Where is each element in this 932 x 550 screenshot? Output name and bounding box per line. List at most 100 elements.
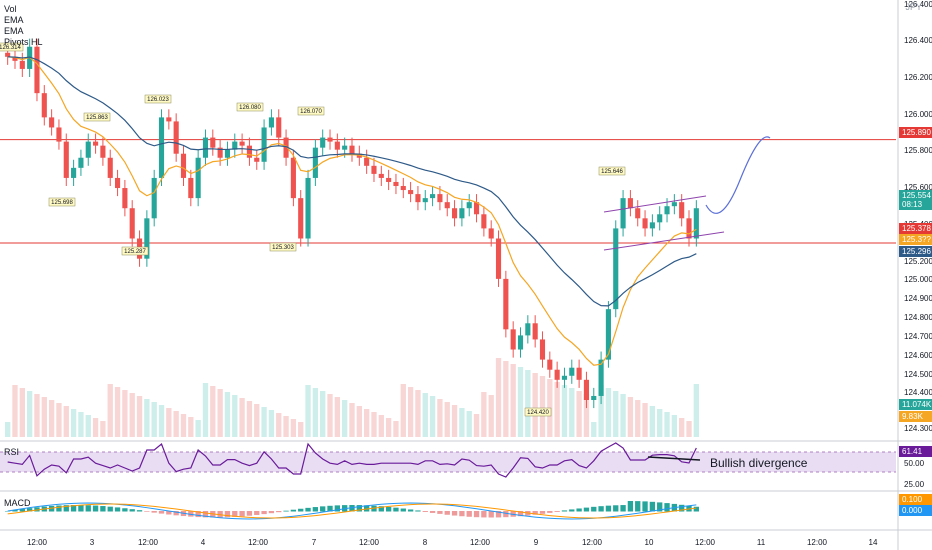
candle-body: [649, 222, 655, 229]
price-tag: [899, 411, 932, 422]
volume-bar: [591, 422, 597, 437]
macd-histogram-bar: [422, 511, 428, 512]
volume-bar: [488, 395, 494, 437]
candle-body: [122, 188, 128, 209]
legend-item-ema-fast[interactable]: EMA: [4, 15, 24, 25]
price-tag: [899, 127, 932, 138]
candle-body: [41, 93, 47, 118]
macd-histogram-bar: [635, 501, 641, 512]
price-tick-label: 126.200: [904, 73, 932, 82]
volume-bar: [444, 402, 450, 437]
macd-histogram-bar: [34, 507, 40, 512]
macd-histogram-bar: [693, 506, 699, 512]
candle-body: [466, 202, 472, 209]
macd-histogram-bar: [642, 501, 648, 512]
macd-histogram-bar: [444, 511, 450, 515]
volume-bar: [627, 397, 634, 437]
macd-histogram-bar: [48, 505, 55, 512]
macd-histogram-bar: [151, 511, 157, 513]
price-tick-label: 124.300: [904, 424, 932, 433]
candle-body: [627, 198, 633, 209]
macd-histogram-bar: [188, 511, 194, 517]
macd-histogram-bar: [466, 511, 472, 517]
macd-histogram-bar: [136, 510, 143, 512]
volume-bar: [261, 407, 267, 437]
volume-bar: [686, 421, 692, 437]
macd-histogram-bar: [664, 503, 670, 512]
rsi-panel-label: RSI: [4, 447, 20, 457]
volume-bar: [78, 412, 84, 437]
macd-histogram-bar: [63, 505, 69, 512]
volume-bar: [283, 416, 289, 437]
legend-item-vol[interactable]: Vol: [4, 4, 17, 14]
candle-body: [598, 359, 604, 396]
volume-bar: [136, 396, 143, 437]
macd-histogram-bar: [202, 511, 209, 518]
price-tick-label: 124.400: [904, 388, 932, 397]
macd-histogram-bar: [122, 508, 128, 512]
price-tag: [899, 190, 932, 210]
volume-bar: [459, 408, 465, 437]
price-tick-label: 125.800: [904, 146, 932, 155]
candle-body: [349, 145, 355, 154]
volume-bar: [613, 391, 619, 437]
macd-histogram-bar: [195, 511, 201, 518]
macd-histogram-bar: [363, 505, 370, 512]
rsi-value-label: 61.41: [902, 447, 923, 456]
rsi-band: [0, 452, 896, 472]
volume-bar: [217, 389, 223, 437]
candle-body: [173, 121, 179, 154]
candle-body: [671, 202, 677, 207]
volume-bar: [41, 397, 47, 437]
macd-histogram-bar: [459, 511, 465, 517]
pivot-label: 126.070: [300, 109, 322, 115]
macd-histogram-bar: [283, 510, 289, 512]
rsi-tick-label: 25.00: [904, 480, 925, 489]
candle-body: [188, 177, 194, 199]
time-tick-label: 12:00: [248, 538, 269, 547]
pivot-label-box: [297, 106, 325, 116]
candle-body: [408, 190, 414, 195]
volume-bar: [495, 358, 502, 437]
candle-body: [378, 173, 384, 178]
macd-histogram-bar: [276, 511, 282, 513]
pivot-label: 126.023: [147, 97, 169, 103]
volume-bar: [188, 417, 194, 437]
volume-bar: [473, 414, 480, 437]
candle-body: [517, 335, 524, 350]
legend-item-ema-slow[interactable]: EMA: [4, 26, 24, 36]
volume-bar: [305, 385, 311, 437]
candle-body: [430, 194, 436, 199]
volume-bar: [56, 403, 62, 437]
volume-bar: [393, 421, 399, 437]
candle-body: [49, 117, 55, 128]
volume-bar: [144, 399, 150, 437]
macd-histogram-bar: [627, 501, 634, 512]
candle-body: [305, 177, 311, 239]
volume-bar: [122, 390, 128, 437]
candle-body: [364, 157, 370, 166]
volume-bar: [232, 395, 238, 437]
macd-histogram-bar: [532, 511, 538, 515]
time-tick-label: 7: [312, 538, 317, 547]
candle-body: [532, 323, 538, 340]
volume-bar: [363, 409, 370, 437]
price-tick-label: 124.600: [904, 351, 932, 360]
volume-bar: [224, 392, 231, 437]
macd-histogram-bar: [70, 505, 77, 512]
candle-body: [151, 177, 157, 219]
macd-histogram-bar: [100, 506, 106, 512]
macd-histogram-bar: [254, 511, 260, 515]
macd-histogram-bar: [605, 505, 612, 512]
candle-body: [679, 202, 685, 219]
candle-body: [635, 208, 641, 219]
candle-body: [85, 141, 91, 158]
macd-histogram-bar: [569, 509, 575, 512]
volume-bar: [166, 408, 172, 437]
candle-body: [232, 141, 238, 150]
volume-bar: [371, 412, 377, 437]
time-tick-label: 12:00: [138, 538, 159, 547]
volume-bar: [312, 388, 319, 437]
legend-item-pivots[interactable]: Pivots HL: [4, 37, 43, 47]
